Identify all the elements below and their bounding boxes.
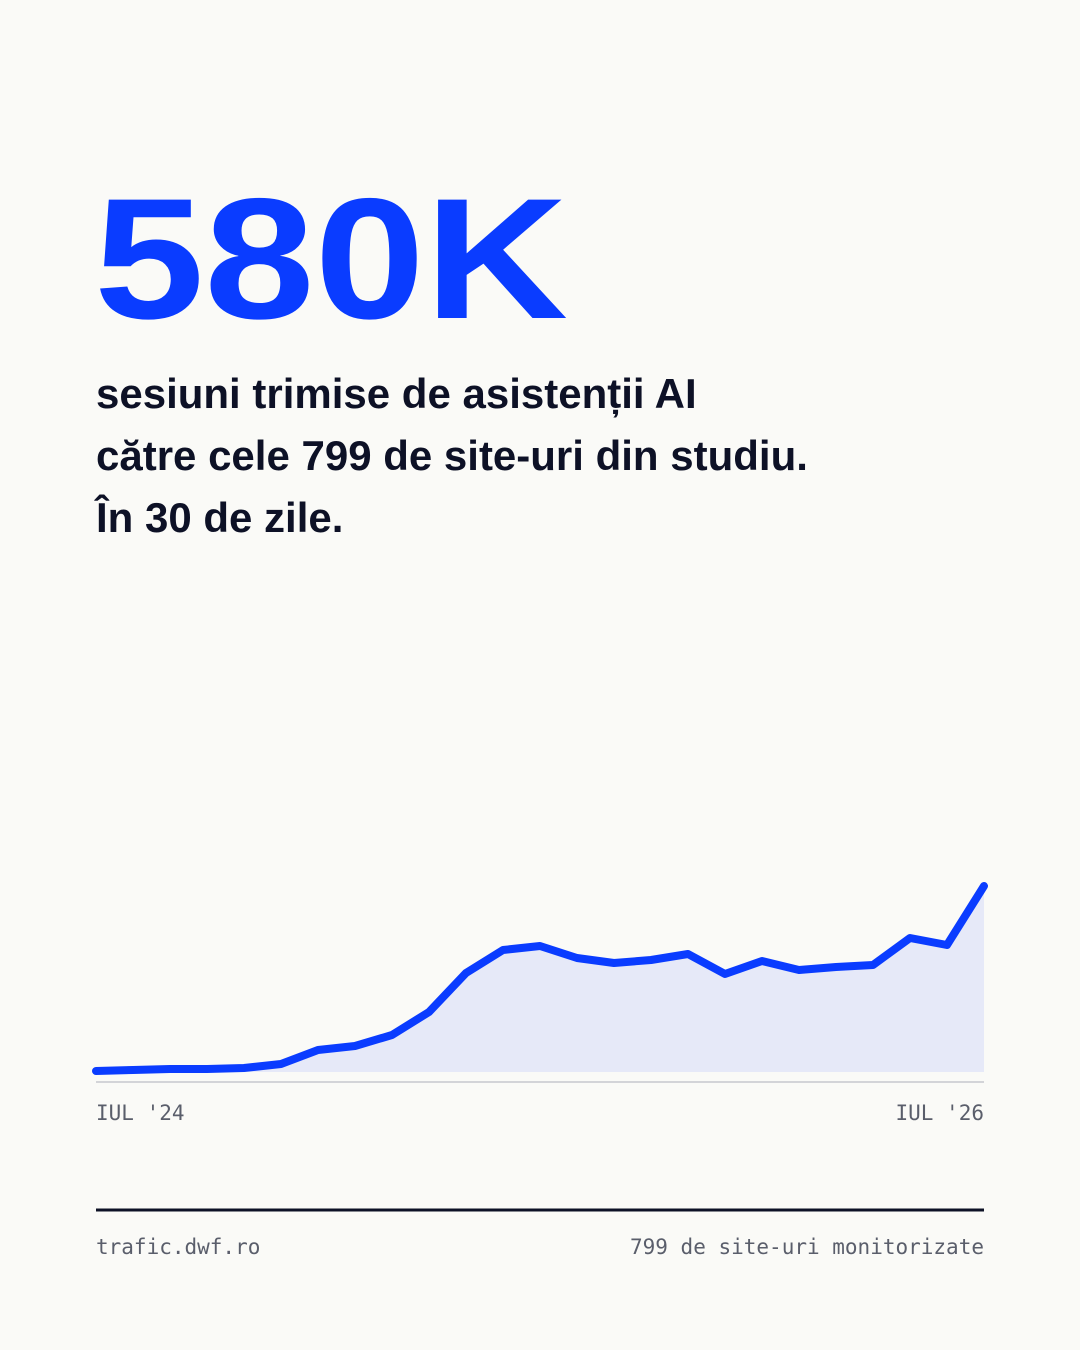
headline: 580K [94,163,568,355]
subtitle-line: În 30 de zile. [94,493,343,541]
line [92,882,988,1075]
x-tick-label: IUL '24 [96,1101,185,1125]
footer-right: 799 de site-uri monitorizate [630,1235,984,1259]
area [96,886,984,1072]
chart: IUL '24 IUL '26 [92,882,988,1125]
subtitle-line: către cele 799 de site-uri din studiu. [96,432,808,479]
x-tick-label: IUL '26 [895,1101,984,1125]
subtitle-line: sesiuni trimise de asistenții AI [96,370,697,418]
footer-left: trafic.dwf.ro [96,1235,260,1259]
